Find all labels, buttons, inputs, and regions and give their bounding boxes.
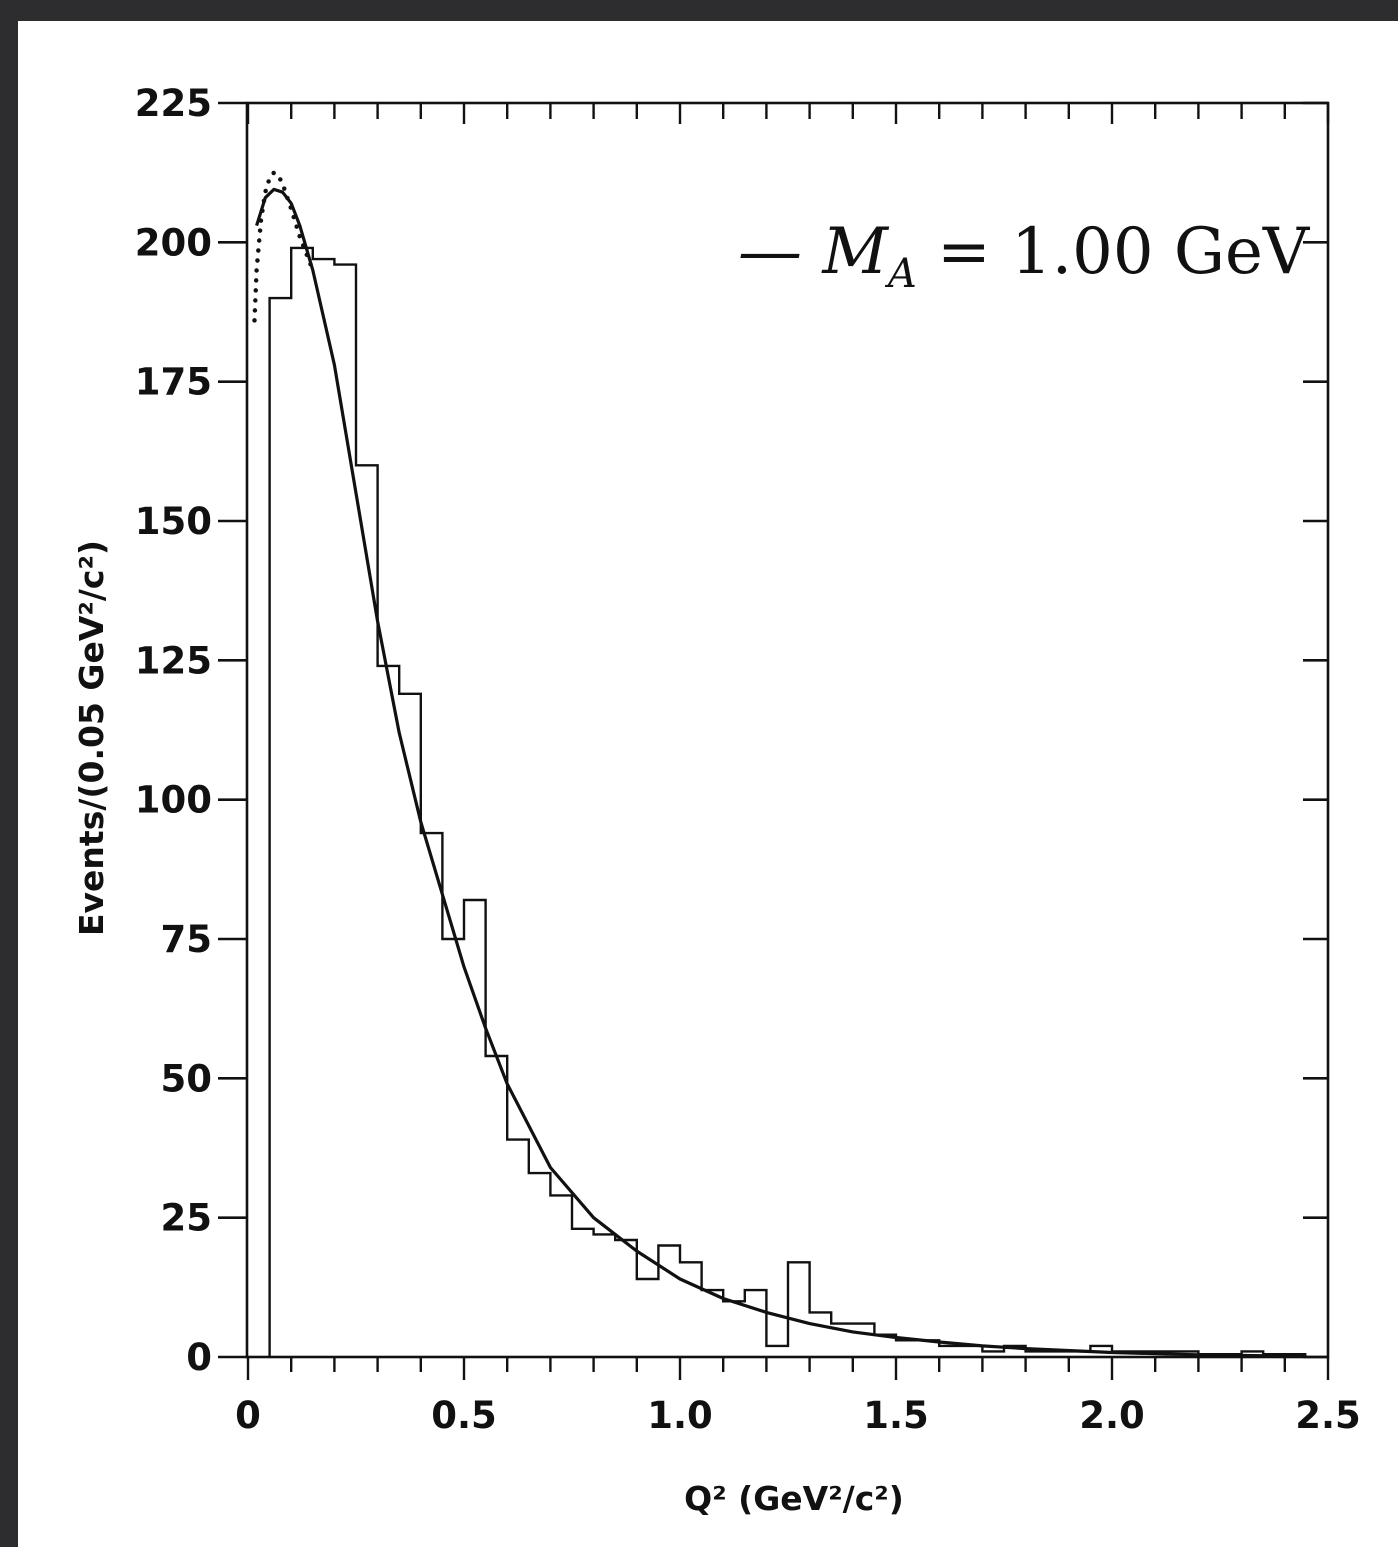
x-tick-labels: 0 0.5 1.0 1.5 2.0 2.5: [235, 1394, 1361, 1437]
plot-frame: [245, 101, 1330, 1359]
fit-curves: [252, 169, 1307, 1358]
axis-ticks: [218, 101, 1330, 1380]
x-axis-title: Q² (GeV²/c²): [684, 1479, 904, 1518]
legend-suffix: = 1.00 GeV: [917, 215, 1311, 289]
x-tick-label: 0: [235, 1394, 261, 1437]
y-axis-title: Events/(0.05 GeV²/c²): [72, 540, 111, 936]
y-tick-label: 175: [135, 361, 212, 404]
figure-canvas: 0 25 50 75 100 125 150 175 200 225 0 0.5 1.0 1.5 2.0 2…: [18, 21, 1398, 1547]
y-tick-label: 0: [186, 1336, 212, 1379]
legend-label: — MA = 1.00 GeV: [738, 215, 1311, 297]
y-tick-label: 125: [135, 639, 212, 682]
legend-prefix: — M: [738, 215, 889, 289]
x-tick-label: 0.5: [431, 1394, 497, 1437]
x-tick-label: 2.0: [1079, 1394, 1145, 1437]
x-tick-label: 1.0: [647, 1394, 713, 1437]
x-tick-label: 2.5: [1295, 1394, 1361, 1437]
y-tick-label: 50: [161, 1057, 213, 1100]
y-tick-label: 100: [135, 779, 212, 822]
y-tick-labels: 0 25 50 75 100 125 150 175 200 225: [135, 82, 212, 1379]
y-tick-label: 25: [161, 1197, 213, 1240]
solid-fit-curve: [255, 187, 1307, 1358]
dotted-fit-curve: [252, 169, 316, 323]
histogram-outline: [268, 246, 1307, 1357]
y-tick-label: 225: [135, 82, 212, 125]
legend-subscript: A: [884, 251, 917, 297]
y-tick-label: 75: [161, 918, 213, 961]
y-tick-label: 150: [135, 500, 212, 543]
y-tick-label: 200: [135, 221, 212, 264]
x-tick-label: 1.5: [863, 1394, 929, 1437]
